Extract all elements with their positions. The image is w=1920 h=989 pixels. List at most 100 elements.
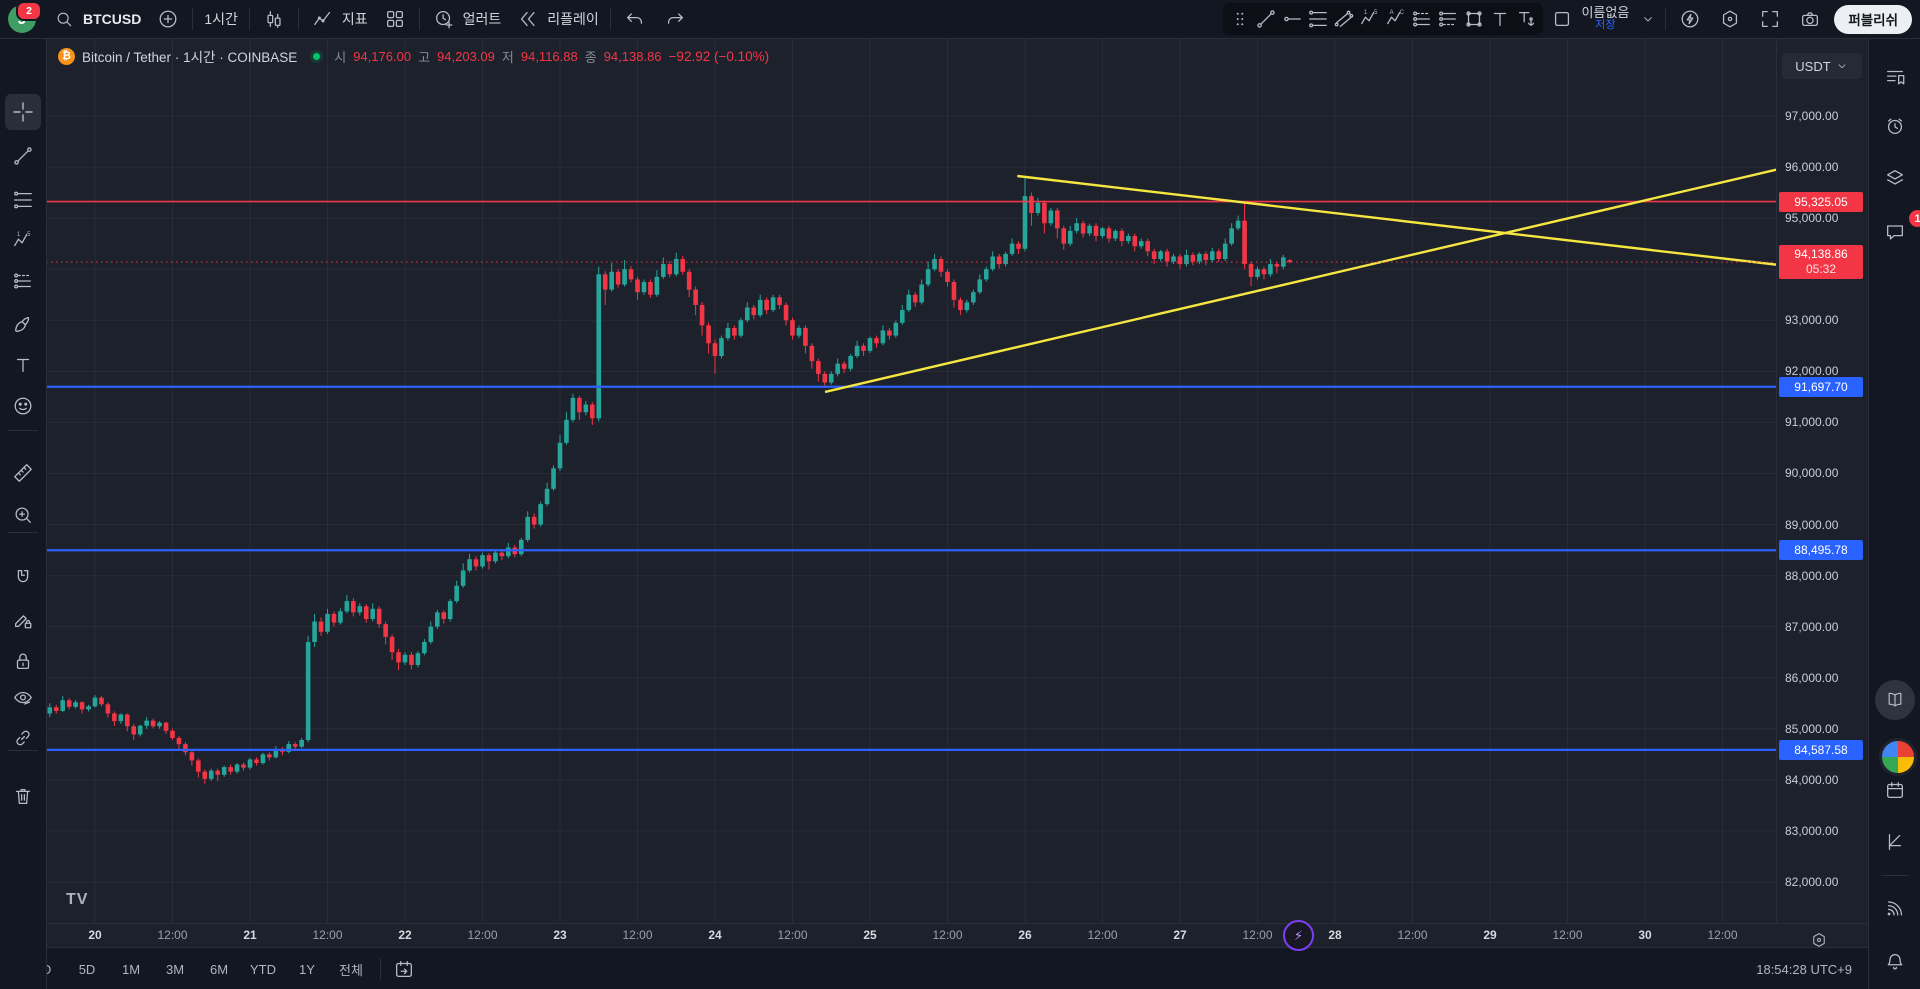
tool-draw-lock[interactable] (5, 602, 41, 638)
extension-pinwheel-button[interactable] (1879, 738, 1917, 776)
time-axis[interactable]: 20 12:00 21 12:00 22 12:00 23 12:00 24 12:00 25 12:… (0, 923, 1868, 948)
redo-button[interactable] (655, 4, 695, 34)
snapshot-button[interactable] (1790, 4, 1830, 34)
compare-add-button[interactable] (148, 4, 188, 34)
blank-layout-icon[interactable] (1549, 6, 1575, 32)
clock-timezone[interactable]: 18:54:28 UTC+9 (1756, 961, 1852, 977)
tool-trend-line[interactable] (5, 138, 41, 174)
currency-selector[interactable]: USDT (1782, 53, 1862, 79)
tool-gann-tools[interactable] (5, 263, 41, 299)
tool-link[interactable] (5, 720, 41, 756)
range-ytd[interactable]: YTD (250, 961, 276, 977)
tool-emoji[interactable] (5, 388, 41, 424)
fullscreen-button[interactable] (1750, 4, 1790, 34)
range-1m[interactable]: 1M (121, 961, 141, 977)
lock-all-icon (10, 648, 36, 674)
tool-text[interactable] (5, 347, 41, 383)
calendar-button[interactable] (1879, 774, 1911, 806)
fib-timezone-tool-icon[interactable] (1435, 6, 1461, 32)
tool-ruler[interactable] (5, 455, 41, 491)
symbol-search-button[interactable]: BTCUSD (44, 4, 148, 34)
data-feed-button[interactable] (1879, 892, 1911, 924)
horizontal-ray-tool-icon[interactable] (1279, 6, 1305, 32)
tool-lock-all[interactable] (5, 643, 41, 679)
tradingview-logo[interactable]: TV (66, 891, 89, 908)
tool-zoom-in[interactable] (5, 497, 41, 533)
price-axis[interactable]: USDT 97,000.00 96,000.00 95,000.00 93,000.0… (1776, 38, 1869, 923)
chart-area[interactable]: ₿ Bitcoin / Tether · 1시간 · COINBASE 시 94,… (46, 38, 1776, 923)
quick-action-button[interactable] (1670, 4, 1710, 34)
interval-button[interactable]: 1시간 (197, 4, 245, 34)
tool-remove-all[interactable] (5, 778, 41, 814)
channel-tool-icon[interactable] (1331, 6, 1357, 32)
object-tree-button[interactable] (1879, 826, 1911, 858)
line-price-label[interactable]: 84,587.58 (1779, 739, 1863, 760)
publish-button[interactable]: 퍼블리쉬 (1834, 4, 1912, 34)
tool-crosshair[interactable] (5, 94, 41, 130)
line-price-label[interactable]: 95,325.05 (1779, 191, 1863, 212)
trend-line-drawing[interactable] (1017, 174, 1776, 266)
current-price-label[interactable]: 94,138.86 05:32 (1779, 245, 1863, 280)
notifications-button[interactable] (1879, 946, 1911, 978)
trend-line-drawing[interactable] (824, 167, 1776, 394)
link-icon (10, 725, 36, 751)
ohlc-value: 94,138.86 (603, 48, 662, 64)
layout-name-label: 이름없음 (1581, 5, 1630, 21)
top-toolbar: J 2 BTCUSD 1시간 지표 얼러트 리플레이 (0, 0, 1920, 39)
toolbar-divider (418, 8, 420, 30)
axis-settings-gear-icon[interactable] (1806, 927, 1832, 953)
range-6m[interactable]: 6M (209, 961, 229, 977)
replay-button[interactable]: 리플레이 (508, 4, 606, 34)
tool-hide-all[interactable] (5, 680, 41, 716)
range-5d[interactable]: 5D (78, 961, 96, 977)
undo-button[interactable] (615, 4, 655, 34)
user-avatar[interactable]: J 2 (8, 1, 42, 33)
text-tool-icon[interactable] (1487, 6, 1513, 32)
time-tick: 12:00 (1242, 928, 1273, 942)
alerts-button[interactable] (1879, 110, 1911, 142)
time-tick: 12:00 (777, 928, 808, 942)
watchlist-button[interactable] (1879, 61, 1911, 93)
chevron-down-icon[interactable] (1635, 6, 1661, 32)
alert-button[interactable]: 얼러트 (424, 4, 509, 34)
price-chart-canvas[interactable] (46, 38, 1776, 923)
drag-handle-icon[interactable] (1227, 6, 1253, 32)
range-1y[interactable]: 1Y (299, 961, 315, 977)
lightning-circle-icon (1677, 6, 1703, 32)
grid-layer (46, 38, 1776, 923)
toolbar-divider (248, 8, 250, 30)
chart-style-button[interactable] (254, 4, 294, 34)
bitcoin-icon: ₿ (58, 47, 75, 65)
line-price-label[interactable]: 91,697.70 (1779, 376, 1863, 397)
goto-date-icon[interactable] (391, 956, 417, 982)
line-price-label[interactable]: 88,495.78 (1779, 540, 1863, 561)
extension-lightning-badge[interactable]: ⚡ (1283, 920, 1314, 951)
range-전체[interactable]: 전체 (339, 962, 363, 978)
tool-brush[interactable] (5, 307, 41, 343)
trend-line-tool-icon[interactable] (1253, 6, 1279, 32)
price-tick: 92,000.00 (1785, 364, 1839, 379)
indicators-button[interactable]: 지표 (303, 4, 375, 34)
price-tick: 84,000.00 (1785, 772, 1839, 787)
docs-book-button[interactable] (1875, 680, 1915, 720)
chat-button[interactable]: 1 (1879, 210, 1920, 248)
fib-trend-tool-icon[interactable] (1409, 6, 1435, 32)
chevron-down-icon (1835, 59, 1849, 73)
properties-button[interactable] (1710, 4, 1750, 34)
anchored-text-tool-icon[interactable] (1513, 6, 1539, 32)
layout-name-button[interactable]: 이름없음 저장 (1575, 6, 1635, 31)
layout-grid-button[interactable] (375, 4, 415, 34)
symbol-title[interactable]: Bitcoin / Tether · 1시간 · COINBASE (82, 50, 298, 65)
calendar-icon (1882, 777, 1908, 803)
range-3m[interactable]: 3M (165, 961, 185, 977)
layers-button[interactable] (1879, 162, 1911, 194)
fib-retracement-tool-icon[interactable] (1305, 6, 1331, 32)
price-tick: 97,000.00 (1785, 109, 1839, 123)
rotated-rectangle-tool-icon[interactable] (1461, 6, 1487, 32)
tool-fib-retracement[interactable] (5, 182, 41, 218)
tool-magnet[interactable] (5, 560, 41, 596)
